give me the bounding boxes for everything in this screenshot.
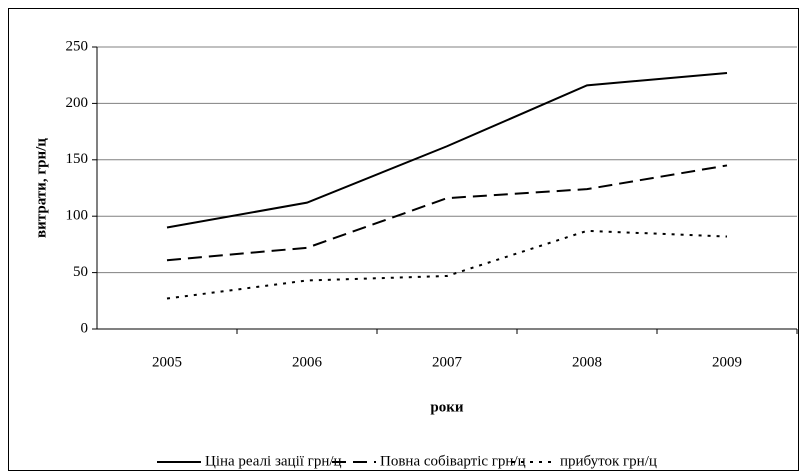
x-tick-label: 2007: [432, 354, 463, 370]
legend-label: прибуток грн/ц: [560, 453, 657, 469]
y-tick-label: 50: [73, 264, 88, 280]
y-tick-label: 150: [66, 151, 89, 167]
y-axis-label: витрати, грн/ц: [33, 138, 49, 238]
y-tick-label: 100: [66, 208, 89, 224]
y-tick-label: 250: [66, 38, 89, 54]
chart-frame: [8, 8, 799, 471]
series-line: [166, 164, 728, 262]
legend-label: Ціна реалі зації грн/ц: [205, 453, 342, 469]
x-axis-label: роки: [430, 399, 463, 415]
x-tick-label: 2006: [292, 354, 323, 370]
x-tick-label: 2009: [712, 354, 742, 370]
y-tick-label: 200: [66, 95, 89, 111]
series-line: [166, 229, 728, 300]
x-tick-label: 2005: [152, 354, 182, 370]
y-tick-label: 0: [81, 320, 89, 336]
legend-label: Повна собівартіс грн/ц: [380, 453, 526, 469]
series-line: [166, 71, 728, 229]
x-tick-label: 2008: [572, 354, 602, 370]
